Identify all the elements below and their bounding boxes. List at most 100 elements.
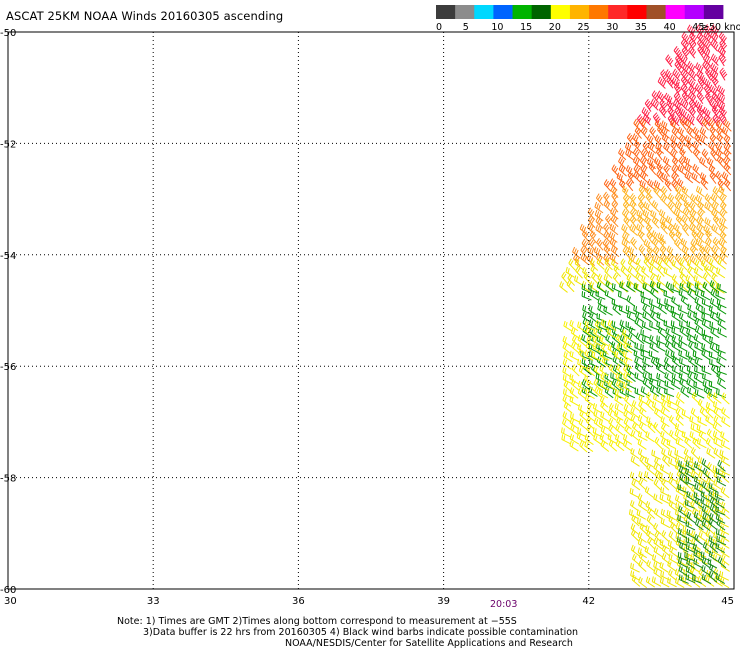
wind-barb	[663, 290, 674, 300]
wind-barb	[638, 400, 647, 413]
wind-barb	[674, 238, 682, 251]
wind-barb	[690, 423, 701, 434]
wind-barb	[603, 191, 611, 205]
wind-barb	[661, 120, 670, 132]
wind-barb	[633, 305, 643, 316]
wind-barb	[624, 424, 633, 437]
wind-barb	[699, 156, 708, 169]
wind-barb	[622, 231, 631, 244]
wind-barb	[561, 434, 572, 445]
wind-barb	[693, 381, 704, 391]
wind-barb	[603, 179, 612, 192]
wind-barb	[562, 374, 573, 385]
wind-barb	[652, 393, 663, 405]
wind-barb	[561, 271, 569, 285]
wind-barb	[717, 556, 727, 569]
wind-barb	[706, 428, 715, 441]
wind-barb	[708, 518, 718, 530]
wind-barb	[701, 117, 709, 131]
wind-barb	[659, 493, 670, 504]
wind-barb	[622, 246, 631, 259]
wind-barb	[721, 507, 730, 520]
wind-barb	[609, 178, 618, 191]
wind-barb	[714, 491, 725, 502]
wind-barb	[653, 185, 661, 199]
wind-barb	[607, 409, 617, 421]
wind-barb	[596, 257, 605, 270]
wind-barb	[626, 295, 636, 307]
wind-barb	[569, 350, 580, 362]
wind-barb	[666, 245, 675, 258]
colorbar-bin	[665, 5, 686, 19]
wind-barb	[700, 177, 708, 191]
wind-barb	[663, 319, 674, 330]
wind-barb	[638, 560, 647, 572]
wind-barb	[581, 291, 592, 301]
wind-barb	[660, 508, 671, 520]
wind-barb	[687, 311, 697, 322]
wind-barb	[648, 372, 659, 382]
wind-barb	[721, 416, 731, 428]
wind-barb	[577, 334, 587, 347]
wind-barb	[674, 456, 684, 468]
wind-barb	[593, 417, 603, 430]
wind-barb	[615, 439, 625, 452]
wind-barb	[663, 267, 673, 278]
wind-barb	[668, 530, 677, 543]
wind-barb	[581, 229, 590, 242]
wind-barb	[702, 54, 712, 67]
wind-barb	[610, 214, 619, 228]
wind-barb	[619, 319, 629, 331]
wind-barb	[702, 77, 711, 90]
wind-barb	[669, 545, 678, 558]
wind-barb	[720, 431, 730, 443]
wind-barb	[595, 193, 604, 206]
wind-barb	[630, 414, 640, 427]
wind-barb	[697, 200, 706, 214]
wind-barb	[717, 303, 727, 315]
wind-barb	[716, 356, 726, 368]
colorbar-tick-label: 35	[635, 22, 647, 33]
wind-barb	[696, 105, 705, 119]
wind-barb	[697, 398, 707, 411]
wind-barb	[657, 76, 666, 89]
wind-barb	[603, 222, 611, 236]
colorbar-tick-label: 25	[578, 22, 590, 33]
colorbar-bin	[455, 5, 475, 19]
wind-barb	[671, 164, 680, 177]
wind-barb	[622, 200, 630, 214]
wind-barb	[642, 304, 651, 316]
wind-barb	[615, 424, 624, 436]
lon-tick-label: 42	[582, 596, 595, 607]
wind-barb	[641, 265, 650, 278]
wind-barb	[649, 126, 657, 140]
wind-barb	[576, 432, 586, 444]
wind-barb	[686, 528, 697, 539]
wind-barb	[577, 404, 588, 415]
wind-barb	[677, 557, 688, 568]
wind-barb	[681, 31, 690, 45]
note-line-1: Note: 1) Times are GMT 2)Times along bot…	[117, 616, 517, 627]
wind-barb	[656, 372, 666, 384]
wind-barb	[717, 349, 727, 361]
wind-barb	[720, 560, 730, 572]
wind-barb	[703, 31, 712, 44]
wind-barb	[701, 564, 711, 576]
colorbar-tick-label: 5	[463, 22, 469, 33]
wind-barb	[631, 399, 641, 412]
wind-barb	[620, 258, 628, 271]
wind-barb	[678, 349, 688, 360]
wind-barb	[656, 341, 666, 352]
wind-barb	[650, 356, 660, 369]
wind-barb	[645, 576, 655, 588]
wind-barb	[637, 193, 645, 207]
wind-barb	[693, 333, 703, 345]
wind-barb	[716, 535, 727, 546]
wind-barb	[680, 61, 690, 74]
wind-barb	[611, 282, 622, 293]
wind-barb	[573, 253, 581, 267]
wind-barb	[693, 558, 703, 569]
wind-barb	[577, 388, 587, 400]
wind-barb	[703, 245, 712, 258]
wind-barb	[713, 407, 723, 419]
